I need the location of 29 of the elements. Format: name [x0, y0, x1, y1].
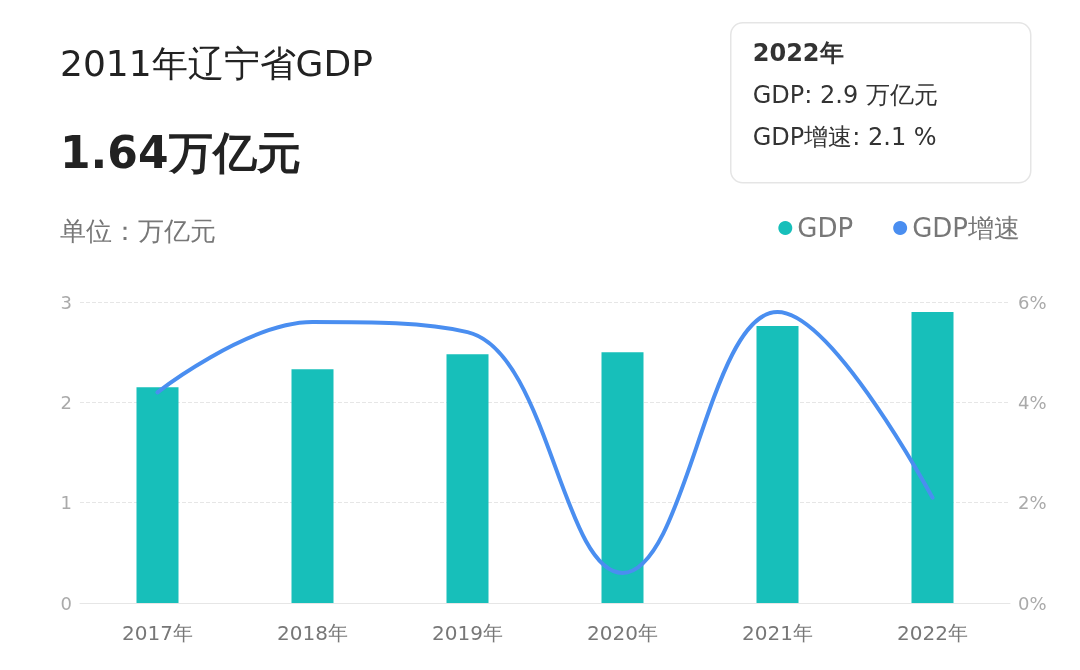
- line-series: [155, 310, 935, 575]
- chart-title: 2011年辽宁省GDP: [60, 42, 373, 84]
- text: 2022年: [752, 38, 844, 67]
- text: GDP: 2.9 万亿元: [752, 80, 938, 109]
- bar: [446, 354, 489, 603]
- y2-tick-label: 6%: [1018, 291, 1047, 313]
- bar: [601, 352, 644, 603]
- bar: [136, 387, 179, 603]
- y2-tick-label: 2%: [1018, 492, 1047, 514]
- y2-tick-label: 0%: [1018, 592, 1047, 614]
- x-tick-label: 2020年: [587, 621, 658, 645]
- x-tick-label: 2017年: [122, 621, 193, 645]
- legend-label: GDP增速: [912, 213, 1021, 243]
- x-tick-label: 2022年: [897, 621, 968, 645]
- y-tick-label: 2: [60, 391, 72, 413]
- chart-subtitle: 1.64万亿元: [60, 126, 301, 178]
- text: GDP增速: 2.1 %: [752, 122, 937, 151]
- x-tick-label: 2021年: [742, 621, 813, 645]
- y2-tick-label: 4%: [1018, 391, 1047, 413]
- x-tick-label: 2019年: [432, 621, 503, 645]
- y-tick-label: 1: [60, 492, 72, 514]
- y-axis-title: 单位：万亿元: [60, 216, 216, 246]
- bar: [756, 326, 799, 603]
- y-tick-label: 3: [60, 291, 72, 313]
- bar: [911, 312, 954, 603]
- bar: [291, 369, 334, 603]
- legend-label: GDP: [797, 213, 854, 243]
- x-tick-label: 2018年: [277, 621, 348, 645]
- y-tick-label: 0: [60, 592, 72, 614]
